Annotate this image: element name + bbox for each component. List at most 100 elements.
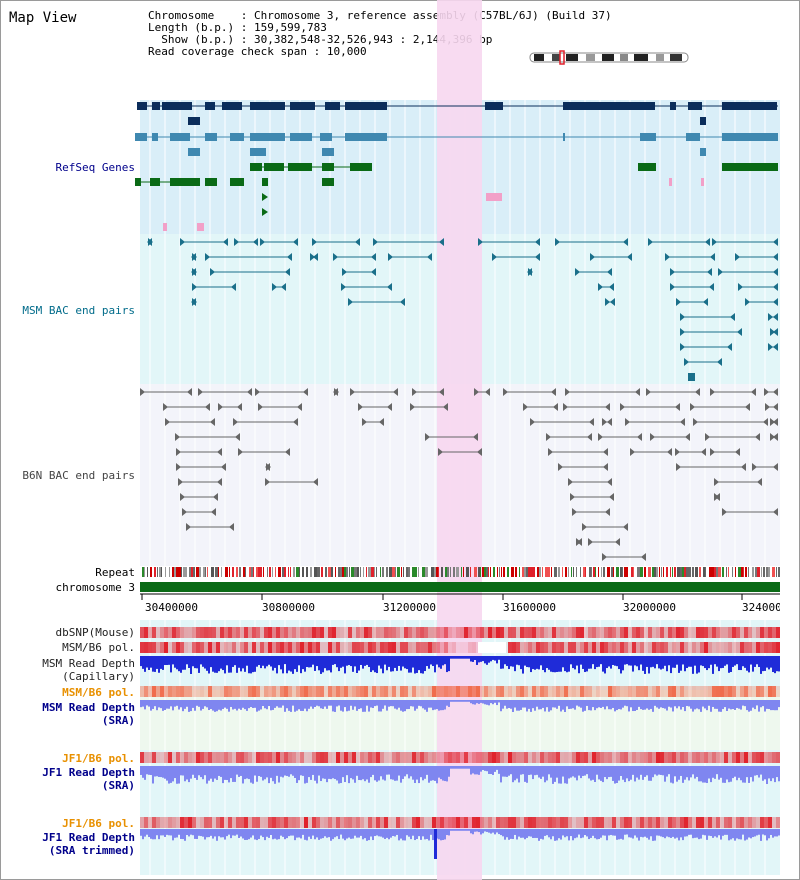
heat-cell[interactable] <box>512 752 516 763</box>
depth-bar[interactable] <box>258 766 260 777</box>
heat-cell[interactable] <box>564 627 568 638</box>
depth-bar[interactable] <box>604 656 606 674</box>
gene-exon[interactable] <box>197 223 204 231</box>
depth-bar[interactable] <box>700 766 702 782</box>
bac-end-arrow[interactable] <box>333 388 338 396</box>
depth-bar[interactable] <box>486 766 488 772</box>
heat-cell[interactable] <box>740 817 744 828</box>
bac-end-arrow[interactable] <box>665 253 670 261</box>
depth-bar[interactable] <box>400 829 402 839</box>
repeat-element[interactable] <box>331 567 333 577</box>
repeat-element[interactable] <box>256 567 259 577</box>
heat-cell[interactable] <box>288 686 292 697</box>
repeat-element[interactable] <box>654 567 657 577</box>
depth-bar[interactable] <box>196 700 198 706</box>
repeat-element[interactable] <box>624 567 627 577</box>
repeat-element[interactable] <box>299 567 300 577</box>
heat-cell[interactable] <box>360 627 364 638</box>
depth-bar[interactable] <box>650 656 652 668</box>
depth-bar[interactable] <box>222 829 224 838</box>
depth-bar[interactable] <box>452 656 454 659</box>
repeat-element[interactable] <box>648 567 651 577</box>
depth-bar[interactable] <box>686 656 688 669</box>
heat-cell[interactable] <box>408 752 412 763</box>
depth-bar[interactable] <box>494 766 496 772</box>
depth-bar[interactable] <box>232 829 234 836</box>
heat-cell[interactable] <box>568 752 572 763</box>
repeat-element[interactable] <box>562 567 563 577</box>
depth-bar[interactable] <box>462 700 464 702</box>
bac-end-arrow[interactable] <box>297 403 302 411</box>
heat-cell[interactable] <box>316 817 320 828</box>
repeat-element[interactable] <box>249 567 251 577</box>
bac-end-arrow[interactable] <box>607 478 612 486</box>
depth-bar[interactable] <box>228 829 230 835</box>
bac-end-arrow[interactable] <box>211 508 216 516</box>
depth-bar[interactable] <box>694 766 696 779</box>
depth-bar[interactable] <box>772 656 774 673</box>
heat-cell[interactable] <box>420 627 424 638</box>
depth-bar[interactable] <box>308 829 310 837</box>
depth-bar[interactable] <box>452 829 454 831</box>
heat-cell[interactable] <box>740 642 744 653</box>
depth-bar[interactable] <box>290 700 292 712</box>
depth-bar[interactable] <box>338 766 340 784</box>
depth-bar[interactable] <box>462 766 464 769</box>
repeat-element[interactable] <box>528 567 531 577</box>
bac-end-arrow[interactable] <box>646 388 651 396</box>
heat-cell[interactable] <box>252 627 256 638</box>
depth-bar[interactable] <box>720 766 722 778</box>
heat-cell[interactable] <box>472 627 476 638</box>
heat-cell[interactable] <box>232 686 236 697</box>
heat-cell[interactable] <box>632 686 636 697</box>
depth-bar[interactable] <box>218 656 220 672</box>
depth-bar[interactable] <box>422 766 424 781</box>
heat-cell[interactable] <box>408 642 412 653</box>
gene-exon[interactable] <box>722 133 778 141</box>
depth-bar[interactable] <box>648 829 650 840</box>
repeat-element[interactable] <box>611 567 613 577</box>
heat-cell[interactable] <box>260 817 264 828</box>
gene-exon[interactable] <box>290 102 315 110</box>
heat-cell[interactable] <box>276 686 280 697</box>
depth-bar[interactable] <box>234 656 236 666</box>
heat-cell[interactable] <box>456 627 460 638</box>
depth-bar[interactable] <box>472 829 474 835</box>
depth-bar[interactable] <box>404 700 406 712</box>
heat-cell[interactable] <box>384 686 388 697</box>
heat-cell[interactable] <box>392 752 396 763</box>
bac-end-arrow[interactable] <box>410 403 415 411</box>
depth-bar[interactable] <box>728 700 730 709</box>
depth-bar[interactable] <box>654 656 656 669</box>
heat-cell[interactable] <box>228 686 232 697</box>
repeat-element[interactable] <box>278 567 281 577</box>
depth-bar[interactable] <box>512 656 514 667</box>
bac-end-arrow[interactable] <box>217 478 222 486</box>
depth-bar[interactable] <box>672 766 674 784</box>
heat-cell[interactable] <box>716 752 720 763</box>
bac-end-arrow[interactable] <box>773 388 778 396</box>
depth-bar[interactable] <box>406 700 408 710</box>
depth-bar[interactable] <box>506 766 508 777</box>
heat-cell[interactable] <box>568 642 572 653</box>
heat-cell[interactable] <box>728 642 732 653</box>
depth-bar[interactable] <box>188 700 190 712</box>
heat-cell[interactable] <box>736 627 740 638</box>
bac-end-arrow[interactable] <box>705 433 710 441</box>
heat-cell[interactable] <box>380 627 384 638</box>
depth-bar[interactable] <box>598 766 600 780</box>
depth-bar[interactable] <box>442 700 444 711</box>
depth-bar[interactable] <box>480 766 482 772</box>
depth-bar[interactable] <box>220 700 222 711</box>
depth-bar[interactable] <box>182 829 184 840</box>
depth-bar[interactable] <box>150 766 152 776</box>
heat-cell[interactable] <box>452 817 456 828</box>
repeat-element[interactable] <box>515 567 517 577</box>
heat-cell[interactable] <box>200 752 204 763</box>
heat-cell[interactable] <box>388 752 392 763</box>
depth-bar[interactable] <box>368 766 370 783</box>
depth-bar[interactable] <box>620 766 622 777</box>
depth-bar[interactable] <box>450 829 452 831</box>
depth-bar[interactable] <box>190 829 192 835</box>
depth-bar[interactable] <box>510 829 512 839</box>
